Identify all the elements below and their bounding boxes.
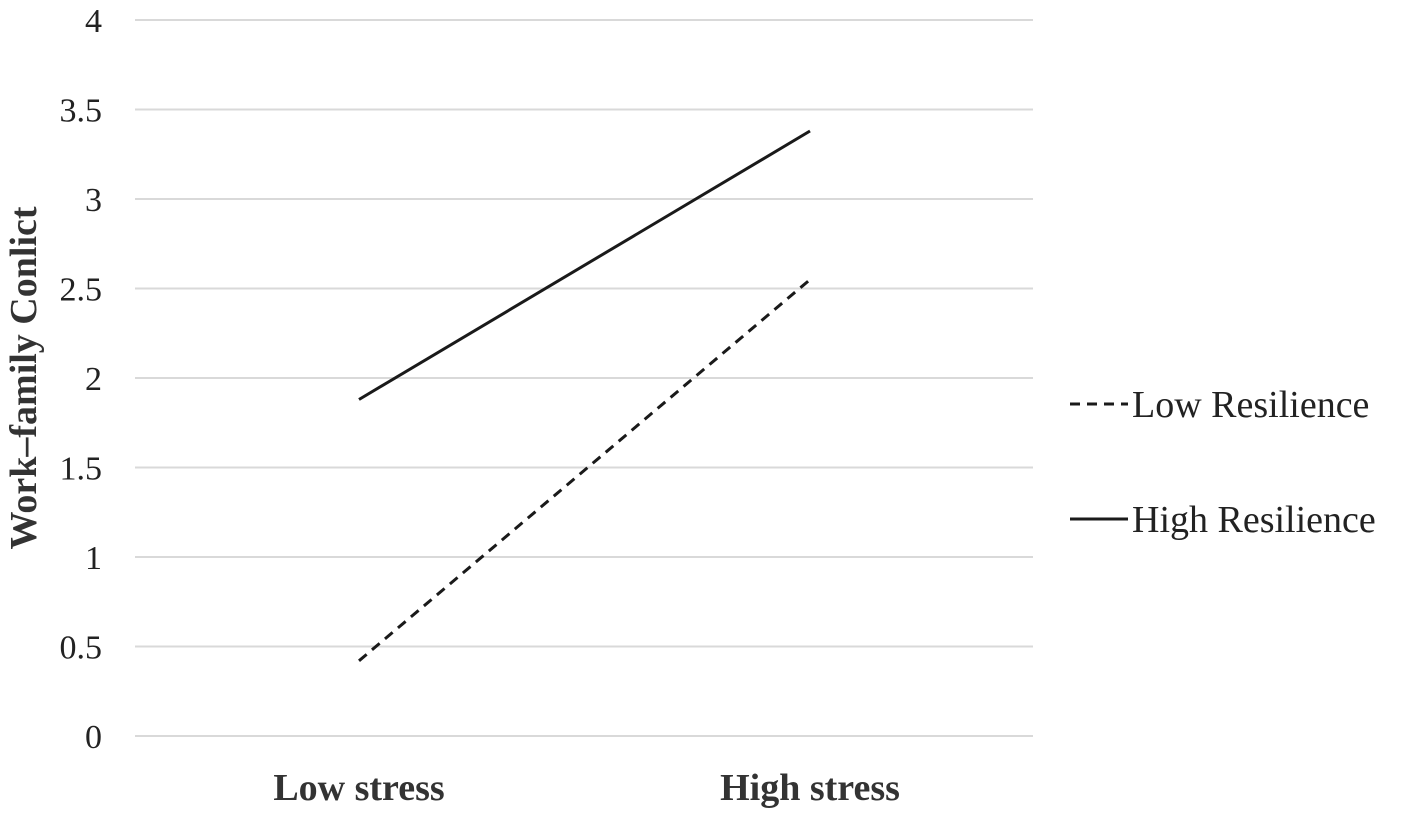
y-tick-label: 2 xyxy=(85,361,102,398)
series-lines xyxy=(358,129,811,662)
y-axis-title: Work–family Conlict xyxy=(3,206,45,549)
legend-label: High Resilience xyxy=(1132,499,1376,541)
gridlines xyxy=(135,19,1033,737)
y-tick-labels: 0 0.5 1 1.5 2 2.5 3 3.5 4 xyxy=(60,3,103,756)
legend-label: Low Resilience xyxy=(1132,384,1369,426)
y-tick-label: 0.5 xyxy=(60,630,103,667)
x-category-label: Low stress xyxy=(273,767,444,809)
series-line-low-resilience xyxy=(358,278,811,662)
y-tick-label: 0 xyxy=(85,719,102,756)
y-tick-label: 1 xyxy=(85,540,102,577)
y-tick-label: 2.5 xyxy=(60,272,103,309)
y-tick-label: 1.5 xyxy=(60,451,103,488)
y-tick-label: 3 xyxy=(85,182,102,219)
x-category-label: High stress xyxy=(720,767,900,809)
y-tick-label: 3.5 xyxy=(60,93,103,130)
legend: Low Resilience High Resilience xyxy=(1070,384,1376,541)
y-tick-label: 4 xyxy=(85,3,102,40)
series-line-high-resilience xyxy=(358,129,811,401)
x-category-labels: Low stress High stress xyxy=(273,767,900,809)
